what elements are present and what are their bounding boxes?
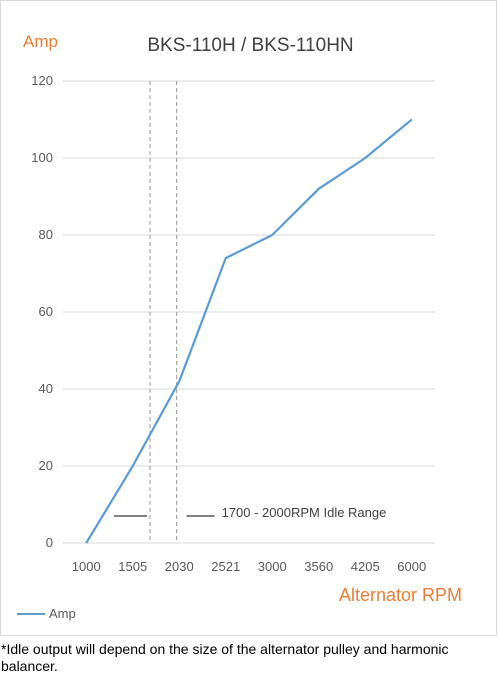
legend: Amp (17, 606, 76, 621)
legend-swatch (17, 612, 45, 615)
y-tick-label: 100 (31, 150, 53, 165)
series-line-amp (85, 118, 413, 544)
x-tick-label: 2030 (165, 559, 194, 574)
legend-label: Amp (49, 606, 76, 621)
y-tick-label: 0 (46, 535, 53, 550)
x-tick-label: 1000 (72, 559, 101, 574)
y-tick-label: 80 (39, 227, 53, 242)
x-axis-label: Alternator RPM (338, 585, 462, 605)
chart-title: BKS-110H / BKS-110HN (147, 35, 354, 56)
y-tick-label: 40 (39, 381, 53, 396)
y-axis-label: Amp (23, 32, 58, 51)
x-tick-label: 1505 (118, 559, 147, 574)
x-tick-label: 3000 (258, 559, 287, 574)
idle-range-label: 1700 - 2000RPM Idle Range (222, 505, 387, 520)
x-tick-label: 3560 (304, 559, 333, 574)
y-tick-label: 120 (31, 73, 53, 88)
y-tick-label: 20 (39, 458, 53, 473)
x-tick-label: 6000 (397, 559, 426, 574)
x-tick-label: 4205 (351, 559, 380, 574)
footnote: *Idle output will depend on the size of … (1, 641, 449, 674)
chart-area: 0 20 40 60 80 100 120 1000 1505 2030 2521 3000 3560 4… (0, 0, 497, 636)
y-tick-label: 60 (39, 304, 53, 319)
chart-plot: 0 20 40 60 80 100 120 1000 1505 2030 2521 3000 3560 4… (31, 73, 435, 574)
x-tick-label: 2521 (211, 559, 240, 574)
